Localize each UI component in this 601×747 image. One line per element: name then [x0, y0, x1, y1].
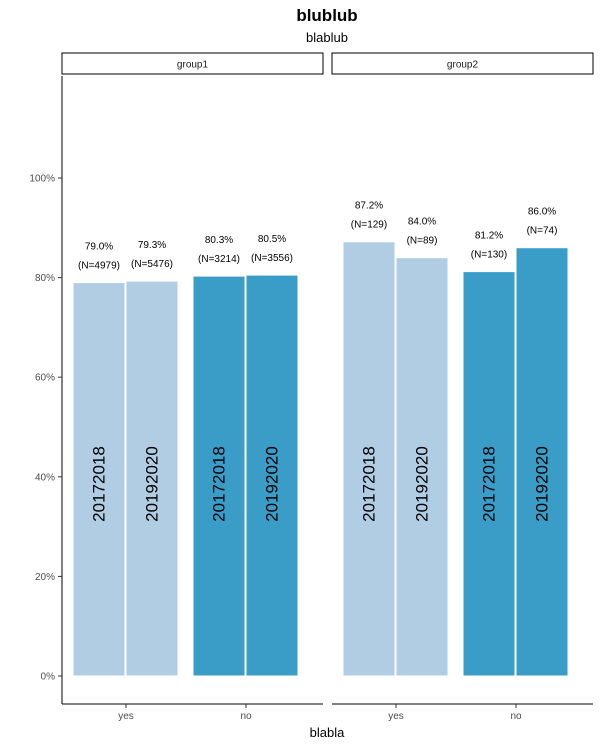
bar-group: 79.0% (N=4979) 20172018	[72, 242, 126, 677]
bar-period-label: 20192020	[143, 446, 162, 522]
bar-group: 84.0% (N=89) 20192020	[395, 217, 449, 677]
x-tick-label: no	[510, 711, 522, 722]
y-tick-label: 0%	[41, 672, 56, 683]
bar-count-label: (N=3214)	[198, 254, 240, 265]
bar-period-label: 20172018	[480, 446, 499, 522]
facet-strip	[331, 52, 594, 75]
bar	[515, 247, 569, 677]
bar-percent-label: 80.3%	[205, 235, 233, 246]
y-tick-label: 40%	[35, 472, 55, 483]
y-tick-label: 20%	[35, 572, 55, 583]
bar-group: 81.2% (N=130) 20172018	[462, 231, 516, 677]
bar	[192, 275, 246, 677]
x-tick-label: yes	[118, 711, 134, 722]
facet-strip	[61, 52, 324, 75]
bar-period-label: 20172018	[360, 446, 379, 522]
chart-subtitle: blablub	[306, 30, 348, 45]
bar-percent-label: 79.3%	[138, 240, 166, 251]
chart-title: blublub	[296, 6, 357, 25]
y-tick-label: 60%	[35, 373, 55, 384]
x-tick-label: no	[240, 711, 252, 722]
bar	[342, 241, 396, 677]
bar	[395, 257, 449, 677]
y-tick-label: 80%	[35, 273, 55, 284]
facet-strip-label: group2	[447, 60, 479, 71]
bar	[245, 274, 299, 677]
bar-count-label: (N=89)	[407, 236, 438, 247]
bar	[72, 282, 126, 677]
bar-period-label: 20172018	[210, 446, 229, 522]
bar-group: 86.0% (N=74) 20192020	[515, 207, 569, 677]
facet-panel-group2: group2 yes no 87.2% (N=129) 20172018 84.0% (N=8…	[331, 52, 594, 722]
bar-period-label: 20192020	[263, 446, 282, 522]
bar-period-label: 20172018	[90, 446, 109, 522]
bar-percent-label: 84.0%	[408, 217, 436, 228]
bar-percent-label: 80.5%	[258, 234, 286, 245]
bar	[462, 271, 516, 677]
bar-count-label: (N=74)	[527, 226, 558, 237]
bar-percent-label: 86.0%	[528, 207, 556, 218]
facet-panels: group1 yes no 79.0% (N=4979) 20172018 79.3% (N=…	[61, 52, 594, 722]
bar-count-label: (N=129)	[351, 220, 387, 231]
bar-count-label: (N=5476)	[131, 259, 173, 270]
bar-group: 80.3% (N=3214) 20172018	[192, 235, 246, 677]
bar-percent-label: 79.0%	[85, 242, 113, 253]
bar-percent-label: 81.2%	[475, 231, 503, 242]
y-axis: 0% 20% 40% 60% 80% 100%	[29, 76, 63, 704]
bar	[125, 280, 179, 677]
bar-percent-label: 87.2%	[355, 201, 383, 212]
bar-count-label: (N=130)	[471, 250, 507, 261]
x-axis-title: blabla	[310, 725, 345, 740]
facet-strip-label: group1	[177, 60, 209, 71]
bar-period-label: 20192020	[413, 446, 432, 522]
bar-group: 87.2% (N=129) 20172018	[342, 201, 396, 677]
bar-period-label: 20192020	[533, 446, 552, 522]
y-tick-label: 100%	[29, 174, 55, 185]
bar-group: 80.5% (N=3556) 20192020	[245, 234, 299, 677]
x-tick-label: yes	[388, 711, 404, 722]
bar-group: 79.3% (N=5476) 20192020	[125, 240, 179, 677]
bar-count-label: (N=4979)	[78, 261, 120, 272]
bar-count-label: (N=3556)	[251, 253, 293, 264]
facet-panel-group1: group1 yes no 79.0% (N=4979) 20172018 79.3% (N=…	[61, 52, 324, 722]
